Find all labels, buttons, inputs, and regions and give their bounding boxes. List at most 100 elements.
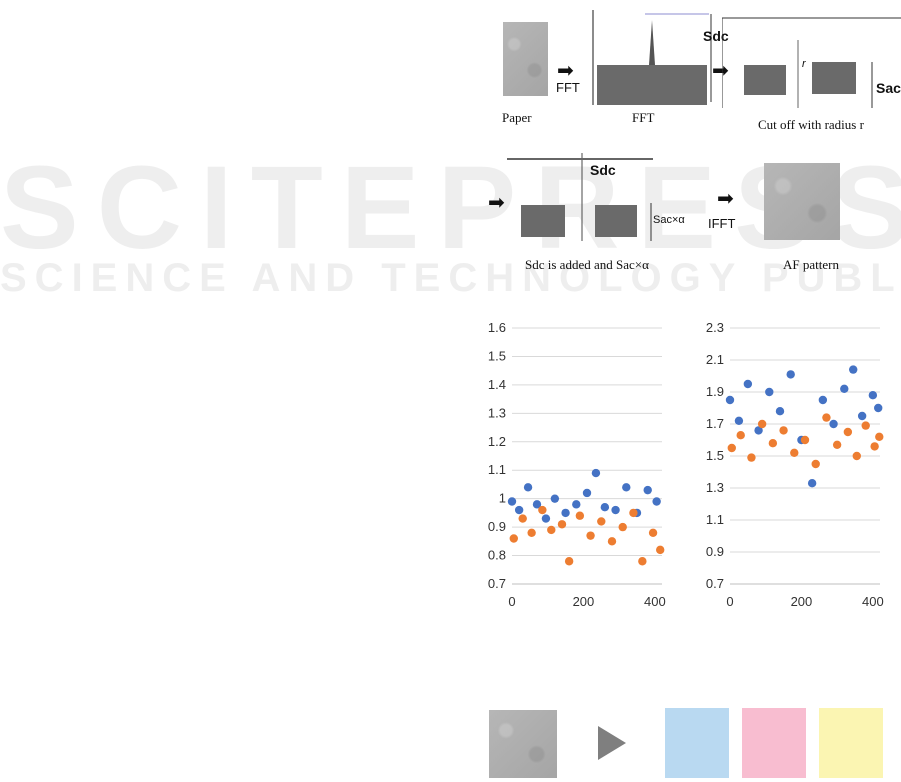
add-arrow-icon: ➡ <box>488 192 505 214</box>
data-point <box>652 497 661 506</box>
data-point <box>518 514 527 523</box>
data-point <box>811 459 820 469</box>
data-point <box>523 483 533 492</box>
y-tick-label: 1.1 <box>706 512 724 527</box>
data-point <box>582 488 592 498</box>
data-point <box>656 545 665 555</box>
y-tick-label: 2.3 <box>706 320 724 335</box>
data-point <box>564 557 574 566</box>
figure-top: Paper ➡ FFT Sdc FFT ➡ r Sac Cut off with… <box>0 0 901 300</box>
fft-spectrum-noise <box>597 65 707 105</box>
x-tick-label: 400 <box>644 594 666 609</box>
data-point <box>622 483 631 492</box>
add-left-band <box>521 205 565 237</box>
y-tick-label: 0.7 <box>706 576 724 591</box>
data-point <box>607 537 617 546</box>
sac-alpha-label: Sac×α <box>653 214 685 226</box>
data-point <box>725 395 735 405</box>
data-point <box>561 508 570 518</box>
data-point <box>868 391 878 400</box>
y-tick-label: 2.1 <box>706 352 724 367</box>
data-point <box>829 419 838 429</box>
cutoff-right-band <box>812 62 856 94</box>
data-point <box>743 379 753 389</box>
y-tick-label: 0.7 <box>488 576 506 591</box>
data-point <box>840 384 849 393</box>
data-point <box>586 531 595 540</box>
y-tick-label: 1.5 <box>706 448 724 463</box>
ifft-arrow-label: IFFT <box>708 216 736 231</box>
data-point <box>861 421 870 430</box>
y-tick-label: 1.6 <box>488 320 506 335</box>
fft-arrow-icon: ➡ <box>557 60 574 82</box>
data-point <box>754 426 763 435</box>
data-point <box>875 432 884 441</box>
y-tick-label: 1.7 <box>706 416 724 431</box>
data-point <box>849 365 858 374</box>
cutoff-arrow-icon: ➡ <box>712 60 729 82</box>
cyan-swatch <box>665 708 729 778</box>
y-tick-label: 1 <box>499 491 506 506</box>
data-point <box>507 497 517 506</box>
scatter-chart-left: 0.7 0.8 0.9 1 1.1 1.2 1.3 1.4 1.5 1.6 0 200 400 <box>488 320 666 609</box>
data-point <box>852 451 861 461</box>
y-tick-label: 0.9 <box>706 544 724 559</box>
data-point <box>600 503 610 512</box>
af-pattern-caption: AF pattern <box>783 257 839 272</box>
fft-spectrum-plot <box>592 10 712 105</box>
data-point <box>832 440 842 449</box>
data-point <box>874 403 883 413</box>
paper-caption: Paper <box>502 110 532 125</box>
cutoff-left-band <box>744 65 786 95</box>
data-point <box>648 528 658 537</box>
data-point <box>775 407 785 416</box>
data-point <box>591 468 601 478</box>
y-tick-label: 1.5 <box>488 348 506 363</box>
cutoff-caption: Cut off with radius r <box>758 117 864 132</box>
data-point <box>532 500 542 509</box>
x-tick-label: 200 <box>791 594 813 609</box>
x-tick-label: 0 <box>726 594 733 609</box>
data-point <box>541 514 551 523</box>
data-point <box>597 517 606 526</box>
data-point <box>538 505 547 515</box>
sac-label: Sac <box>876 80 901 96</box>
data-point <box>779 426 788 435</box>
scatter-chart-right: 0.7 0.9 1.1 1.3 1.5 1.7 1.9 2.1 2.3 0 200 400 <box>706 320 884 609</box>
data-point <box>527 528 536 537</box>
data-point <box>575 511 585 520</box>
y-tick-label: 1.4 <box>488 377 506 392</box>
fft-dc-peak <box>649 20 655 65</box>
sdc-added-label: Sdc <box>590 162 616 178</box>
y-tick-label: 0.9 <box>488 519 506 534</box>
y-tick-label: 1.1 <box>488 462 506 477</box>
data-point <box>550 494 560 503</box>
add-caption: Sdc is added and Sac×α <box>525 257 649 272</box>
fft-caption: FFT <box>632 110 655 125</box>
y-tick-label: 1.9 <box>706 384 724 399</box>
data-point <box>638 557 647 566</box>
af-pattern-image <box>764 163 840 240</box>
ifft-arrow-icon: ➡ <box>717 188 734 210</box>
data-point <box>509 534 518 543</box>
magenta-swatch <box>742 708 806 778</box>
y-tick-label: 1.3 <box>488 405 506 420</box>
add-spectrum-plot <box>507 153 653 241</box>
data-point <box>857 411 867 421</box>
data-point <box>736 431 745 440</box>
play-triangle-icon <box>598 726 626 760</box>
data-point <box>572 500 581 509</box>
data-point <box>870 442 879 451</box>
data-point <box>547 525 556 535</box>
data-point <box>790 448 799 457</box>
data-point <box>643 485 652 495</box>
data-point <box>765 387 774 397</box>
paper-sample-image <box>489 710 557 778</box>
data-point <box>557 520 567 529</box>
y-tick-label: 0.8 <box>488 548 506 563</box>
cutoff-spectrum-plot <box>722 17 901 108</box>
paper-image <box>503 22 548 96</box>
data-point <box>757 419 767 429</box>
data-point <box>727 443 736 453</box>
data-point <box>818 395 828 405</box>
